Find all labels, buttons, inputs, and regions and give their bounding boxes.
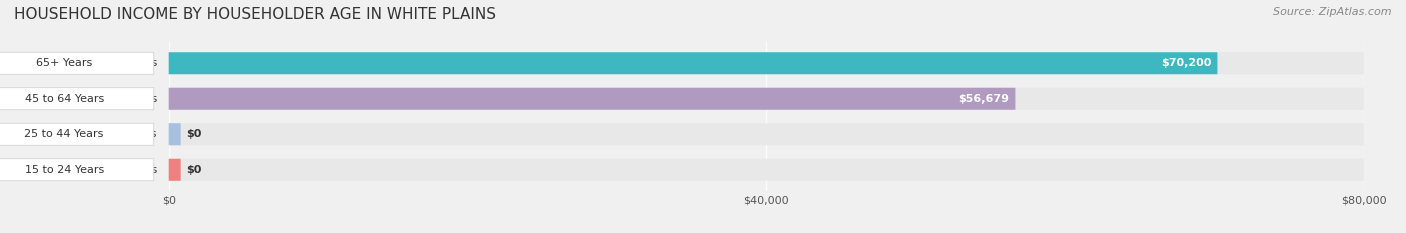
- FancyBboxPatch shape: [169, 159, 180, 181]
- FancyBboxPatch shape: [169, 88, 1364, 110]
- Text: 25 to 44 Years: 25 to 44 Years: [24, 129, 104, 139]
- Text: 15 to 24 Years: 15 to 24 Years: [24, 165, 104, 175]
- Text: $70,200: $70,200: [1161, 58, 1212, 68]
- FancyBboxPatch shape: [169, 88, 1015, 110]
- FancyBboxPatch shape: [169, 52, 1218, 74]
- FancyBboxPatch shape: [0, 88, 153, 110]
- FancyBboxPatch shape: [169, 52, 1364, 74]
- Text: Source: ZipAtlas.com: Source: ZipAtlas.com: [1274, 7, 1392, 17]
- FancyBboxPatch shape: [0, 159, 153, 181]
- Text: HOUSEHOLD INCOME BY HOUSEHOLDER AGE IN WHITE PLAINS: HOUSEHOLD INCOME BY HOUSEHOLDER AGE IN W…: [14, 7, 496, 22]
- Text: 25 to 44 Years: 25 to 44 Years: [77, 129, 157, 139]
- Text: 65+ Years: 65+ Years: [37, 58, 93, 68]
- FancyBboxPatch shape: [169, 123, 180, 145]
- FancyBboxPatch shape: [169, 159, 1364, 181]
- FancyBboxPatch shape: [169, 123, 1364, 145]
- Text: $0: $0: [187, 129, 202, 139]
- Text: 65+ Years: 65+ Years: [100, 58, 157, 68]
- Text: $0: $0: [187, 165, 202, 175]
- Text: 15 to 24 Years: 15 to 24 Years: [77, 165, 157, 175]
- Text: 45 to 64 Years: 45 to 64 Years: [77, 94, 157, 104]
- FancyBboxPatch shape: [0, 52, 153, 74]
- FancyBboxPatch shape: [0, 123, 153, 145]
- Text: 45 to 64 Years: 45 to 64 Years: [24, 94, 104, 104]
- Text: $56,679: $56,679: [959, 94, 1010, 104]
